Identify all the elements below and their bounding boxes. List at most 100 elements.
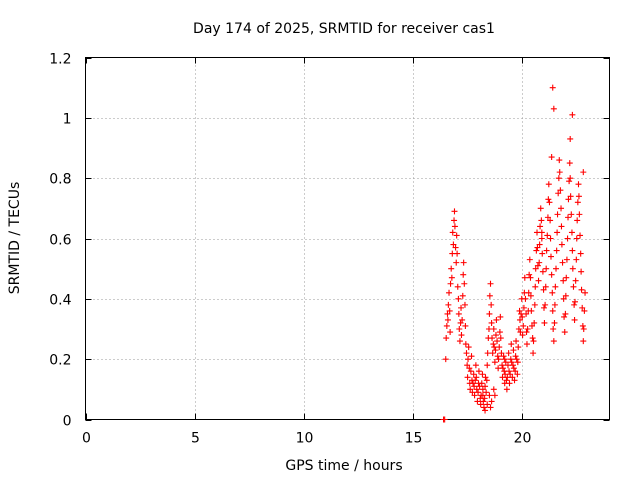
data-point	[533, 247, 540, 254]
data-point	[476, 383, 483, 390]
data-point	[497, 335, 504, 342]
data-point	[548, 154, 555, 161]
data-point	[573, 256, 580, 263]
data-point	[531, 301, 538, 308]
y-tick-label: 0	[63, 414, 72, 430]
data-point	[460, 271, 467, 278]
data-point	[578, 286, 585, 293]
data-point	[568, 211, 575, 218]
data-point	[458, 332, 465, 339]
data-point	[444, 316, 451, 323]
data-point	[492, 332, 499, 339]
data-point	[479, 392, 486, 399]
data-point	[442, 356, 449, 363]
data-point	[488, 319, 495, 326]
data-point	[528, 322, 535, 329]
data-point	[562, 292, 569, 299]
data-point	[504, 362, 511, 369]
data-point	[499, 362, 506, 369]
data-point	[569, 247, 576, 254]
data-point	[580, 326, 587, 332]
data-point	[464, 362, 471, 369]
data-point	[498, 350, 505, 357]
plot-frame	[85, 57, 610, 420]
data-point	[550, 326, 557, 332]
data-point	[484, 350, 491, 357]
data-point	[446, 307, 453, 314]
data-point	[489, 350, 496, 357]
data-point	[512, 353, 519, 360]
data-point	[567, 175, 574, 182]
data-point	[456, 338, 463, 345]
x-axis-label: GPS time / hours	[285, 458, 402, 474]
data-point	[571, 301, 578, 308]
data-point	[565, 214, 572, 221]
data-point	[523, 329, 530, 336]
data-point	[452, 244, 459, 251]
data-point	[449, 229, 456, 236]
data-point	[509, 362, 516, 369]
data-point	[541, 304, 547, 311]
data-point	[515, 344, 522, 351]
data-point	[515, 326, 522, 332]
data-point	[446, 289, 453, 296]
data-point	[479, 386, 486, 393]
y-tick-label: 0.4	[49, 293, 71, 309]
data-point	[484, 401, 491, 408]
grid-lines	[85, 57, 610, 420]
data-point	[500, 353, 507, 360]
data-point	[499, 365, 506, 372]
data-point	[524, 326, 531, 332]
data-point	[564, 235, 571, 242]
data-point	[444, 310, 451, 317]
data-point	[521, 274, 528, 281]
data-point	[462, 341, 469, 348]
x-tick-label: 20	[514, 431, 532, 447]
data-point	[488, 301, 495, 308]
data-point	[535, 277, 542, 284]
data-point	[565, 196, 572, 203]
data-point	[495, 356, 502, 363]
data-point	[490, 341, 497, 348]
data-point	[580, 338, 587, 345]
data-point	[534, 244, 541, 251]
data-point	[582, 289, 589, 296]
data-point	[567, 193, 574, 200]
data-point	[489, 335, 496, 342]
data-point	[507, 371, 514, 378]
data-point	[472, 377, 479, 384]
data-point	[486, 392, 493, 399]
data-point	[480, 404, 487, 411]
data-point	[574, 217, 581, 224]
data-point	[451, 223, 458, 230]
data-point	[532, 265, 539, 272]
data-point	[453, 259, 460, 266]
x-tick-label: 0	[82, 431, 91, 447]
data-point	[455, 295, 462, 302]
data-point	[506, 368, 513, 375]
data-point	[547, 217, 554, 224]
data-point	[553, 265, 560, 272]
data-point	[481, 395, 488, 402]
data-point	[467, 368, 474, 375]
data-point	[551, 301, 558, 308]
data-point	[537, 223, 544, 230]
data-point	[549, 289, 556, 296]
data-point	[528, 307, 535, 314]
data-point	[502, 371, 509, 378]
y-tick-label: 1.2	[49, 52, 71, 68]
data-point	[459, 292, 466, 299]
y-tick-label: 1	[63, 112, 72, 128]
data-point	[544, 232, 551, 239]
data-point	[539, 268, 546, 275]
data-point	[510, 347, 517, 354]
data-point	[536, 259, 543, 266]
data-point	[504, 374, 511, 381]
data-point	[508, 359, 515, 366]
data-point	[543, 247, 550, 254]
data-point	[577, 250, 584, 257]
data-point	[475, 368, 482, 375]
data-point	[514, 371, 521, 378]
data-point	[483, 377, 490, 384]
